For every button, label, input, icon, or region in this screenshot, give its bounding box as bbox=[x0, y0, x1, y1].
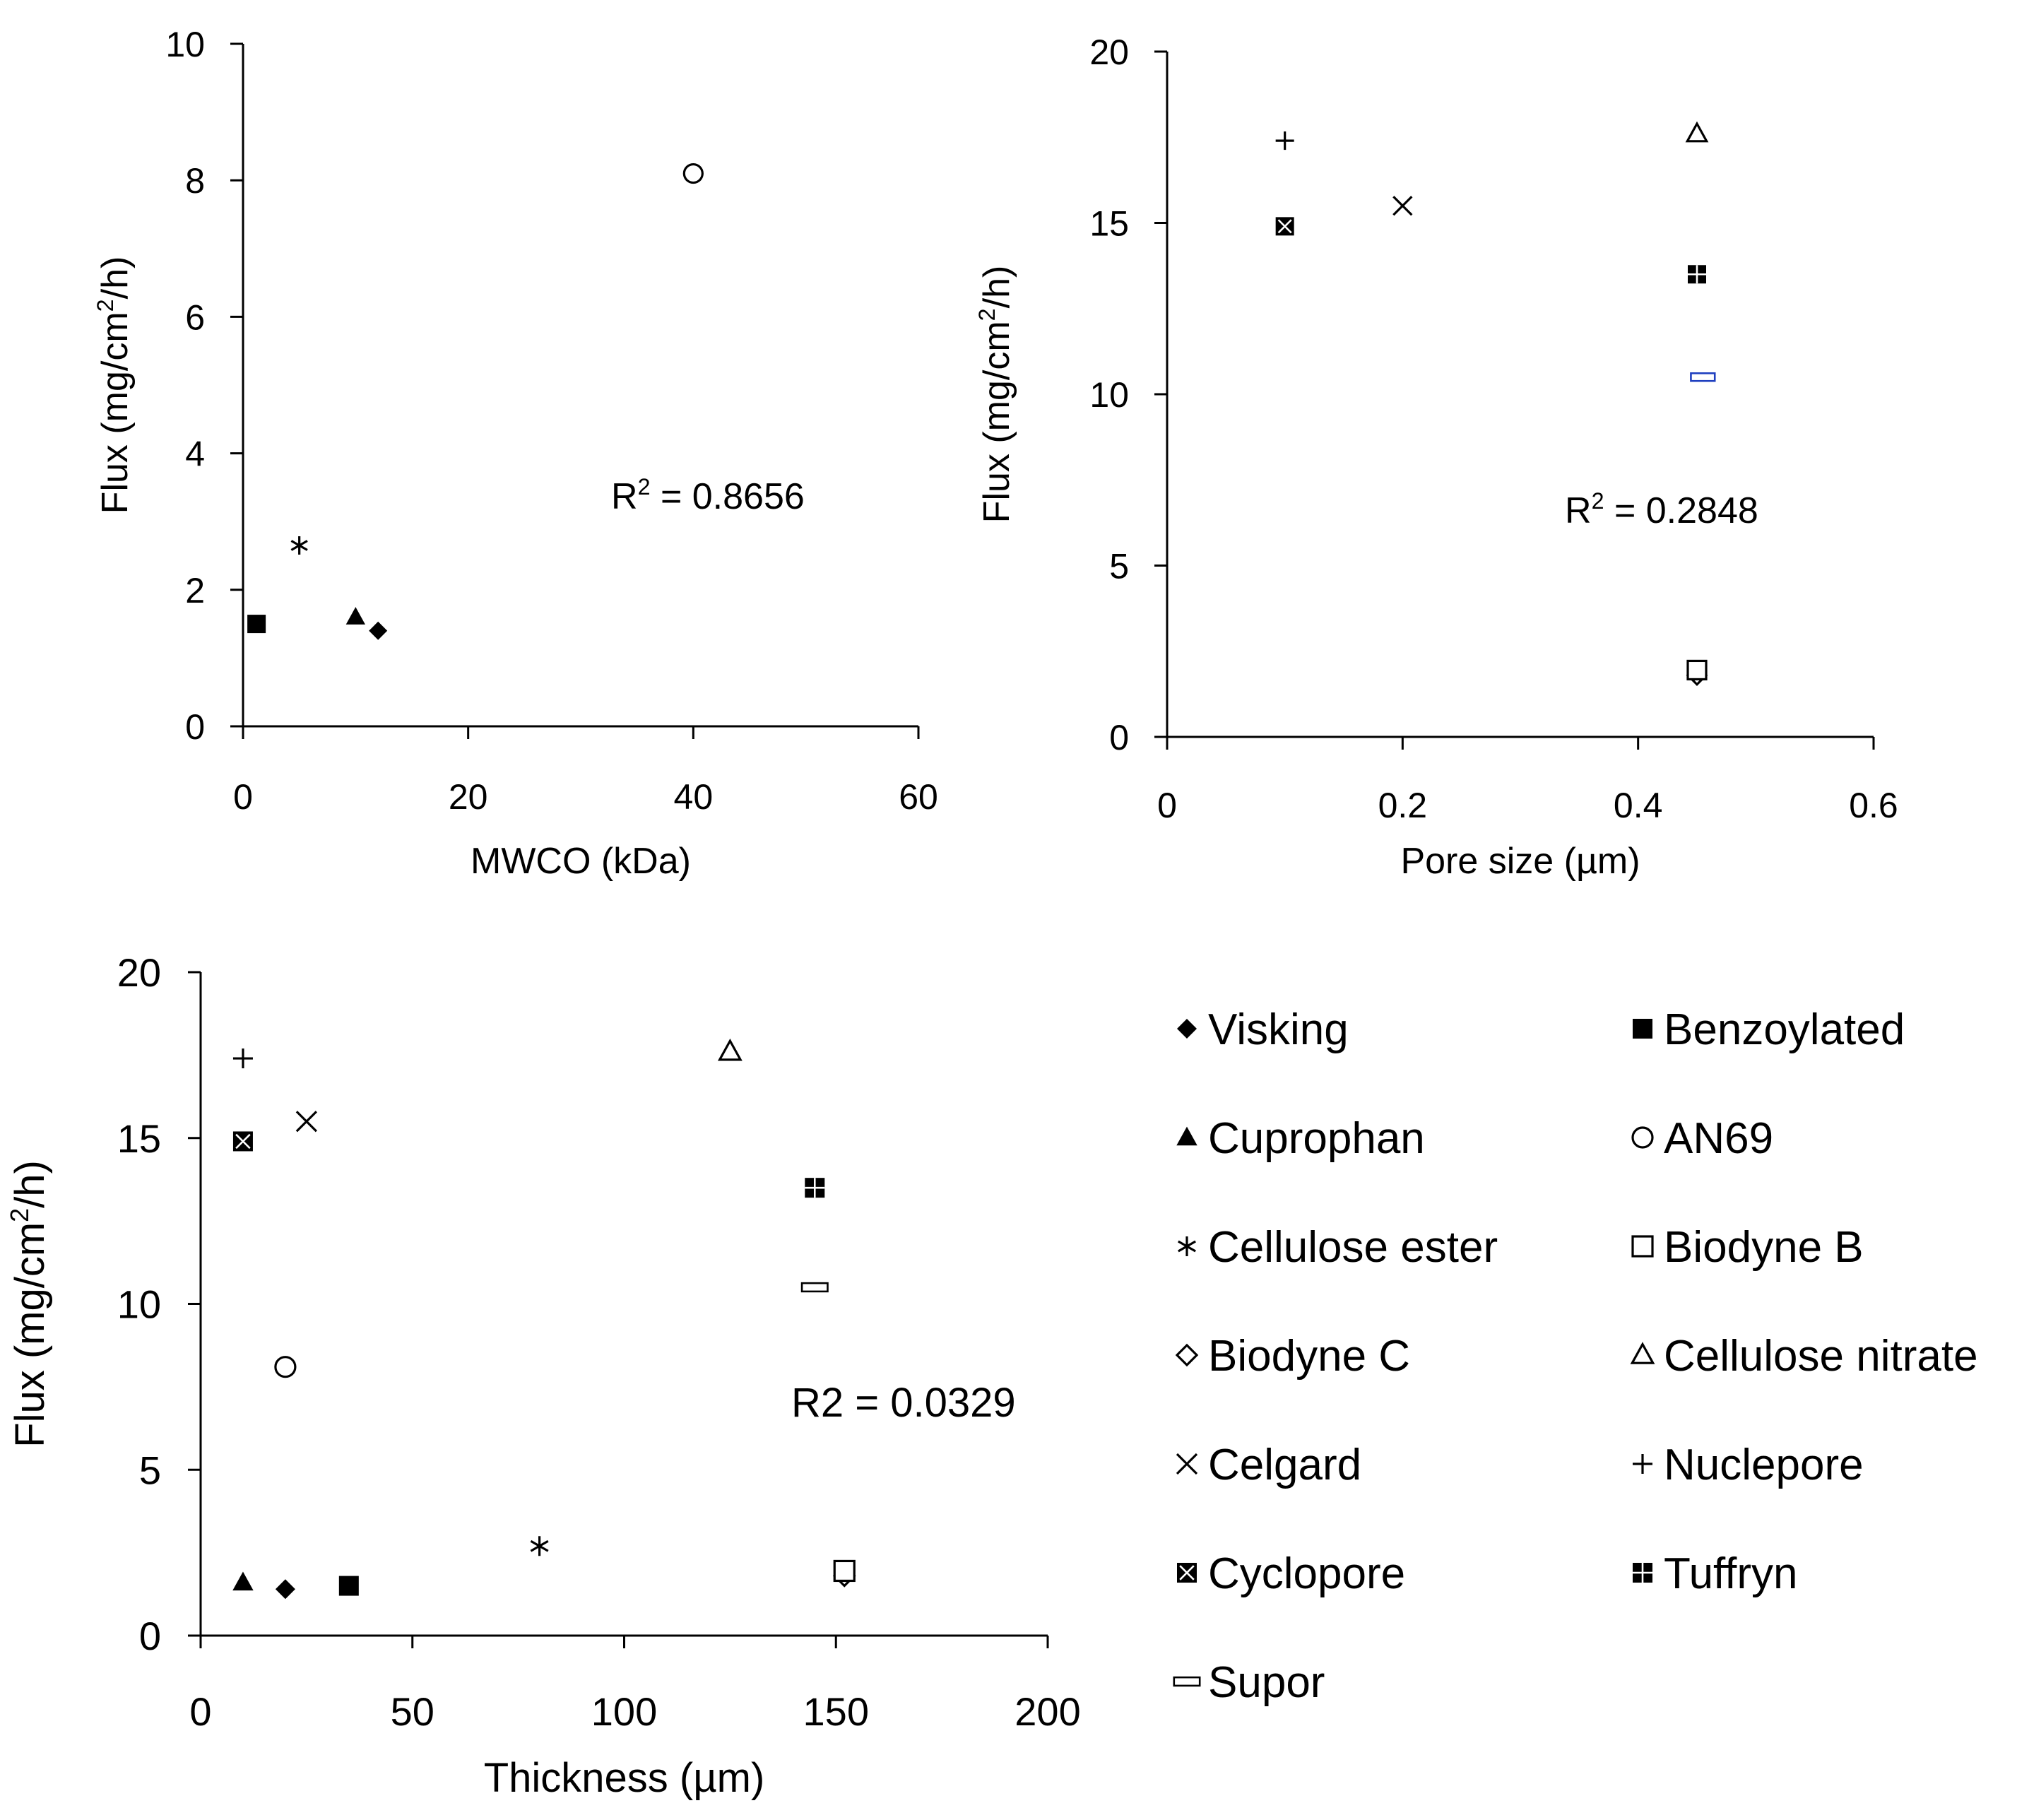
legend-marker-biodyne-b bbox=[1631, 1235, 1654, 1258]
y-tick-label: 4 bbox=[185, 435, 205, 474]
chart-pore-size: 0 5 10 15 20 0 0.2 0.4 0.6 Pore size (µm) Flux (mg… bbox=[974, 32, 1898, 882]
y-axis-label: Flux (mg/cm2/h) bbox=[5, 1160, 53, 1448]
point-cuprophan bbox=[232, 1571, 254, 1591]
point-nuclepore bbox=[1275, 131, 1294, 150]
legend-label-cuprophan: Cuprophan bbox=[1208, 1114, 1425, 1163]
x-tick-label: 0.2 bbox=[1378, 786, 1428, 825]
x-tick-label: 0 bbox=[189, 1689, 211, 1734]
legend-marker-cuprophan bbox=[1176, 1126, 1197, 1146]
point-supor bbox=[800, 1282, 829, 1293]
legend-label-celgard: Celgard bbox=[1208, 1441, 1361, 1489]
legend-label-benzoylated: Benzoylated bbox=[1664, 1005, 1905, 1054]
x-tick-label: 0 bbox=[233, 777, 253, 817]
y-tick-label: 20 bbox=[117, 950, 161, 995]
x-tick-label: 50 bbox=[391, 1689, 434, 1734]
legend: Visking Benzoylated Cuprophan AN69 Cellulose… bbox=[1173, 1005, 1978, 1707]
legend-label-visking: Visking bbox=[1208, 1005, 1349, 1054]
legend-label-biodyne-b: Biodyne B bbox=[1664, 1223, 1864, 1272]
chart-mwco: 0 2 4 6 8 10 0 20 40 60 MWCO (kDa) Flux (mg/cm2/h) R… bbox=[93, 25, 938, 882]
y-axis-label: Flux (mg/cm2/h) bbox=[93, 256, 136, 514]
legend-label-biodyne-c: Biodyne C bbox=[1208, 1332, 1410, 1381]
point-biodyne-b bbox=[1686, 659, 1708, 681]
point-biodyne-b bbox=[833, 1559, 856, 1583]
point-cellulose-ester bbox=[530, 1536, 549, 1556]
y-tick-label: 5 bbox=[139, 1448, 161, 1492]
legend-label-cyclopore: Cyclopore bbox=[1208, 1549, 1405, 1598]
legend-label-nuclepore: Nuclepore bbox=[1664, 1441, 1864, 1489]
x-tick-label: 0.4 bbox=[1614, 786, 1663, 825]
legend-marker-celgard bbox=[1176, 1453, 1198, 1475]
legend-marker-cellulose-nitrate bbox=[1630, 1342, 1655, 1364]
y-tick-label: 0 bbox=[185, 707, 205, 747]
legend-marker-biodyne-c bbox=[1175, 1343, 1199, 1367]
point-an69 bbox=[274, 1356, 297, 1378]
point-cellulose-ester bbox=[290, 536, 308, 555]
y-axis-label: Flux (mg/cm2/h) bbox=[974, 266, 1017, 524]
r-squared-annotation: R2 = 0.0329 bbox=[791, 1380, 1016, 1426]
x-tick-label: 0 bbox=[1157, 786, 1177, 825]
r-squared-annotation: R2 = 0.2848 bbox=[1565, 488, 1758, 531]
y-tick-label: 0 bbox=[139, 1614, 161, 1658]
legend-marker-benzoylated bbox=[1633, 1019, 1652, 1039]
y-tick-label: 6 bbox=[185, 297, 205, 337]
legend-marker-visking bbox=[1177, 1019, 1197, 1039]
point-visking bbox=[275, 1579, 295, 1600]
point-an69 bbox=[682, 162, 704, 184]
x-tick-label: 0.6 bbox=[1849, 786, 1898, 825]
y-tick-label: 20 bbox=[1089, 32, 1129, 72]
x-axis-label: Pore size (µm) bbox=[1400, 841, 1640, 882]
x-axis-label: Thickness (µm) bbox=[484, 1755, 765, 1801]
x-axis-label: MWCO (kDa) bbox=[471, 841, 691, 882]
point-nuclepore bbox=[232, 1048, 253, 1069]
y-tick-label: 10 bbox=[117, 1282, 161, 1327]
x-tick-label: 60 bbox=[899, 777, 938, 817]
x-tick-label: 20 bbox=[449, 777, 488, 817]
y-tick-label: 0 bbox=[1109, 718, 1129, 757]
point-visking bbox=[369, 621, 388, 640]
point-celgard bbox=[1392, 196, 1413, 216]
x-tick-label: 200 bbox=[1015, 1689, 1080, 1734]
point-cyclopore bbox=[1275, 217, 1294, 236]
y-tick-label: 2 bbox=[185, 571, 205, 610]
x-tick-label: 150 bbox=[803, 1689, 869, 1734]
legend-marker-cellulose-ester bbox=[1178, 1236, 1196, 1256]
r-squared-annotation: R2 = 0.8656 bbox=[611, 474, 805, 517]
legend-label-tuffryn: Tuffryn bbox=[1664, 1549, 1798, 1598]
legend-marker-an69 bbox=[1631, 1126, 1654, 1149]
x-tick-label: 40 bbox=[674, 777, 714, 817]
legend-marker-nuclepore bbox=[1633, 1454, 1652, 1474]
y-tick-label: 5 bbox=[1109, 547, 1129, 586]
legend-label-supor: Supor bbox=[1208, 1658, 1325, 1707]
legend-marker-tuffryn bbox=[1633, 1563, 1652, 1583]
point-cyclopore bbox=[232, 1131, 253, 1152]
legend-marker-supor bbox=[1173, 1676, 1201, 1687]
point-cuprophan bbox=[345, 607, 365, 625]
legend-label-an69: AN69 bbox=[1664, 1114, 1773, 1163]
point-benzoylated bbox=[338, 1576, 359, 1596]
y-tick-label: 10 bbox=[1089, 375, 1129, 415]
point-cellulose-nitrate bbox=[1685, 121, 1709, 143]
point-cellulose-nitrate bbox=[717, 1038, 743, 1061]
y-tick-label: 15 bbox=[1089, 204, 1129, 244]
point-tuffryn bbox=[1688, 265, 1706, 284]
y-tick-label: 10 bbox=[165, 25, 205, 64]
point-supor bbox=[1690, 372, 1716, 382]
point-tuffryn bbox=[805, 1178, 825, 1198]
legend-label-cellulose-nitrate: Cellulose nitrate bbox=[1664, 1332, 1978, 1381]
point-celgard bbox=[295, 1111, 318, 1133]
y-tick-label: 15 bbox=[117, 1116, 161, 1161]
legend-marker-cyclopore bbox=[1177, 1563, 1197, 1583]
legend-label-cellulose-ester: Cellulose ester bbox=[1208, 1223, 1498, 1272]
x-tick-label: 100 bbox=[591, 1689, 657, 1734]
y-tick-label: 8 bbox=[185, 161, 205, 201]
point-benzoylated bbox=[247, 615, 266, 634]
